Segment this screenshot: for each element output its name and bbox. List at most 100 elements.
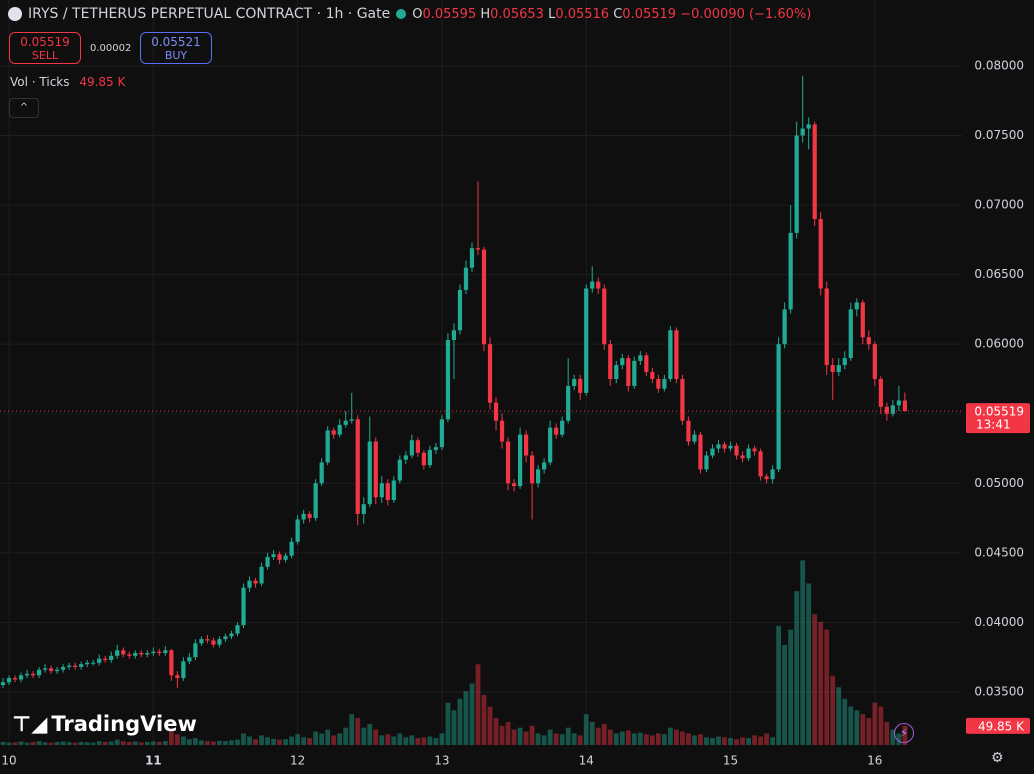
volume-bar [692,735,697,745]
volume-bar [409,735,415,745]
candle-body [752,448,757,452]
volume-legend-value: 49.85 K [79,75,126,89]
volume-bar [463,691,469,745]
candle-body [656,378,661,389]
settings-button[interactable]: ⚙ [991,750,1004,766]
volume-bar [114,739,120,745]
volume-bar [42,742,48,745]
candle-body [42,668,48,670]
candle-body [187,657,192,662]
volume-bar [469,683,475,745]
candle-body [421,452,426,466]
candle-body [415,440,420,453]
volume-bar [860,714,866,745]
volume-bar [565,727,571,745]
candle-body [241,587,246,626]
candle-body [277,554,282,560]
candle-body [812,124,817,219]
candle-body [427,449,432,466]
l-label: L [548,6,556,22]
volume-bar [355,718,361,745]
volume-bar [6,742,12,745]
volume-bar [595,727,601,745]
candle-body [295,519,300,542]
candle-body [842,358,847,366]
volume-bar [0,741,6,745]
candle-body [602,288,607,345]
volume-bar [180,736,186,745]
volume-bar [193,738,198,745]
brand: ⊤◢ TradingView [12,712,197,736]
candle-body [854,302,859,310]
volume-bar [84,742,90,745]
candle-body [632,360,637,386]
candle-body [283,555,288,560]
volume-bar [830,675,836,745]
volume-bar [842,698,848,745]
candle-body [79,664,84,667]
lightning-button[interactable]: ⚡ [894,723,914,743]
candle-body [169,650,174,676]
candle-body [806,124,811,129]
collapse-button[interactable]: ^ [9,98,39,118]
volume-bar [223,741,228,745]
candle-body [247,580,252,588]
candle-body [523,434,529,456]
candle-body [199,639,204,644]
candle-body [836,365,841,373]
candle-body [181,661,186,679]
c-value: 0.05519 [622,6,677,22]
candle-body [367,441,372,505]
candle-body [536,469,541,484]
candle-body [614,365,619,379]
candle-body [439,419,445,448]
volume-bar [433,738,439,745]
candle-body [782,309,787,345]
candle-body [409,440,414,456]
candle-body [505,441,511,484]
candle-body [61,666,66,670]
volume-bar [583,714,589,745]
buy-button[interactable]: 0.05521 BUY [140,32,212,64]
candle-body [620,358,625,366]
volume-bar [331,735,337,745]
volume-bar [349,714,355,745]
volume-bar [872,702,878,745]
candle-body [235,625,240,634]
symbol-title[interactable]: IRYS / TETHERUS PERPETUAL CONTRACT · 1h … [28,6,391,22]
candle-body [175,675,180,679]
volume-bar [48,742,54,745]
volume-bar [277,739,282,745]
volume-bar [806,583,812,745]
candle-body [385,483,390,500]
candle-body [259,566,264,584]
volume-bar [553,733,559,745]
volume-bar [505,721,511,745]
candle-body [890,405,895,414]
candle-body [337,424,342,435]
volume-legend-label: Vol · Ticks [10,75,70,89]
volume-bar [710,738,715,745]
y-tick-label: 0.07500 [974,128,1024,142]
volume-bar [523,731,529,745]
volume-bar [571,733,577,745]
volume-bar [72,742,78,745]
volume-bar [156,741,162,745]
volume-bar [24,742,30,745]
volume-bar [854,710,860,745]
volume-bar [535,733,541,745]
candle-body [85,662,90,665]
candle-body [710,448,715,456]
volume-bar [36,741,42,745]
sell-button[interactable]: 0.05519 SELL [9,32,81,64]
y-tick-label: 0.06500 [974,267,1024,281]
volume-bar [229,740,234,745]
candle-body [692,434,697,442]
y-tick-label: 0.04000 [974,615,1024,629]
volume-bar [66,742,72,745]
candle-body [121,650,126,655]
brand-text: TradingView [51,712,197,736]
candle-body [463,267,469,290]
volume-bar [307,738,313,745]
candle-body [313,483,318,519]
